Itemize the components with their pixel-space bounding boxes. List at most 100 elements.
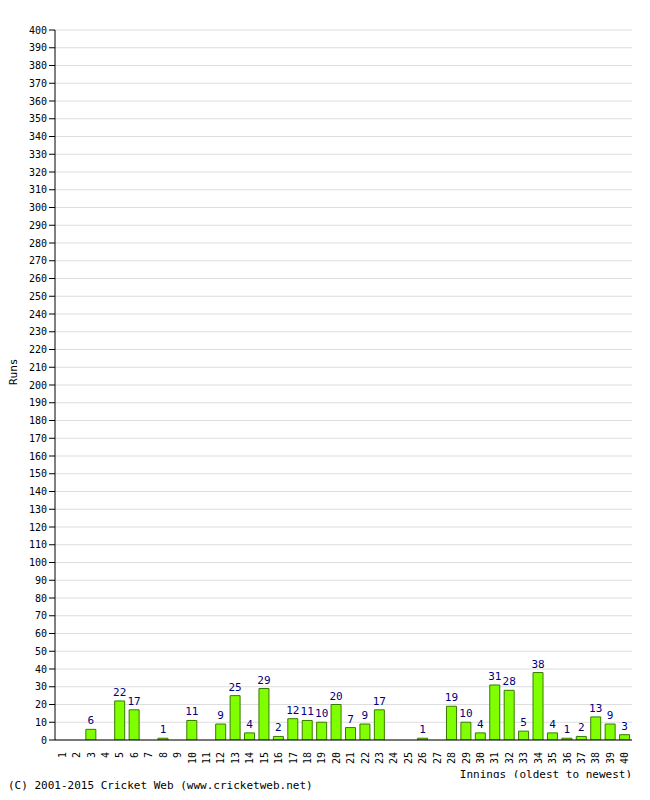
svg-text:11: 11 <box>185 705 198 718</box>
svg-text:17: 17 <box>373 695 386 708</box>
svg-text:6: 6 <box>129 752 140 758</box>
svg-text:9: 9 <box>607 709 614 722</box>
svg-text:150: 150 <box>29 468 47 479</box>
svg-text:22: 22 <box>360 752 371 764</box>
svg-text:370: 370 <box>29 78 47 89</box>
svg-text:33: 33 <box>518 752 529 764</box>
svg-text:1: 1 <box>419 723 426 736</box>
svg-text:220: 220 <box>29 344 47 355</box>
svg-text:12: 12 <box>286 704 299 717</box>
svg-text:4: 4 <box>100 752 111 758</box>
svg-text:240: 240 <box>29 309 47 320</box>
svg-text:15: 15 <box>259 752 270 764</box>
svg-text:2: 2 <box>71 752 82 758</box>
svg-text:13: 13 <box>230 752 241 764</box>
svg-text:40: 40 <box>35 664 47 675</box>
svg-text:11: 11 <box>301 705 314 718</box>
svg-text:90: 90 <box>35 575 47 586</box>
svg-text:1: 1 <box>564 723 571 736</box>
svg-text:9: 9 <box>172 752 183 758</box>
svg-text:190: 190 <box>29 397 47 408</box>
svg-text:310: 310 <box>29 184 47 195</box>
svg-text:Runs: Runs <box>8 359 20 386</box>
svg-text:20: 20 <box>331 752 342 764</box>
svg-text:9: 9 <box>362 709 369 722</box>
svg-text:4: 4 <box>246 718 253 731</box>
svg-text:350: 350 <box>29 113 47 124</box>
svg-text:20: 20 <box>329 690 342 703</box>
svg-text:4: 4 <box>549 718 556 731</box>
svg-text:8: 8 <box>158 752 169 758</box>
svg-text:12: 12 <box>215 752 226 764</box>
svg-text:10: 10 <box>459 707 472 720</box>
svg-text:270: 270 <box>29 255 47 266</box>
svg-text:36: 36 <box>562 752 573 764</box>
svg-text:390: 390 <box>29 42 47 53</box>
svg-text:250: 250 <box>29 291 47 302</box>
svg-text:320: 320 <box>29 167 47 178</box>
svg-text:380: 380 <box>29 60 47 71</box>
svg-text:38: 38 <box>531 658 544 671</box>
svg-text:280: 280 <box>29 238 47 249</box>
svg-text:330: 330 <box>29 149 47 160</box>
svg-text:160: 160 <box>29 451 47 462</box>
svg-text:200: 200 <box>29 380 47 391</box>
svg-text:29: 29 <box>461 752 472 764</box>
svg-text:5: 5 <box>520 716 527 729</box>
svg-text:4: 4 <box>477 718 484 731</box>
svg-text:28: 28 <box>446 752 457 764</box>
svg-text:35: 35 <box>547 752 558 764</box>
svg-text:260: 260 <box>29 273 47 284</box>
svg-text:290: 290 <box>29 220 47 231</box>
svg-text:21: 21 <box>345 752 356 764</box>
svg-text:0: 0 <box>41 735 47 746</box>
svg-text:19: 19 <box>316 752 327 764</box>
svg-text:2: 2 <box>578 721 585 734</box>
svg-text:29: 29 <box>257 674 270 687</box>
svg-text:37: 37 <box>576 752 587 764</box>
svg-text:11: 11 <box>201 752 212 764</box>
svg-text:70: 70 <box>35 610 47 621</box>
svg-text:340: 340 <box>29 131 47 142</box>
svg-text:10: 10 <box>187 752 198 764</box>
svg-text:3: 3 <box>86 752 97 758</box>
svg-text:25: 25 <box>228 681 241 694</box>
svg-text:2: 2 <box>275 721 282 734</box>
svg-text:32: 32 <box>504 752 515 764</box>
svg-text:50: 50 <box>35 646 47 657</box>
svg-text:300: 300 <box>29 202 47 213</box>
svg-text:24: 24 <box>388 752 399 764</box>
svg-text:400: 400 <box>29 25 47 36</box>
svg-text:39: 39 <box>605 752 616 764</box>
svg-text:28: 28 <box>503 675 516 688</box>
svg-text:130: 130 <box>29 504 47 515</box>
svg-text:140: 140 <box>29 486 47 497</box>
svg-text:1: 1 <box>57 752 68 758</box>
svg-text:110: 110 <box>29 539 47 550</box>
svg-text:7: 7 <box>347 713 354 726</box>
svg-text:10: 10 <box>35 717 47 728</box>
svg-text:26: 26 <box>417 752 428 764</box>
svg-text:17: 17 <box>288 752 299 764</box>
svg-text:13: 13 <box>589 702 602 715</box>
svg-text:30: 30 <box>35 681 47 692</box>
svg-text:30: 30 <box>475 752 486 764</box>
svg-text:7: 7 <box>143 752 154 758</box>
svg-text:27: 27 <box>432 752 443 764</box>
svg-text:34: 34 <box>533 752 544 764</box>
svg-text:60: 60 <box>35 628 47 639</box>
svg-text:31: 31 <box>489 752 500 764</box>
svg-text:80: 80 <box>35 593 47 604</box>
svg-text:120: 120 <box>29 522 47 533</box>
svg-text:14: 14 <box>244 752 255 764</box>
svg-text:18: 18 <box>302 752 313 764</box>
svg-text:38: 38 <box>590 752 601 764</box>
svg-text:10: 10 <box>315 707 328 720</box>
svg-text:23: 23 <box>374 752 385 764</box>
svg-text:22: 22 <box>113 686 126 699</box>
svg-text:16: 16 <box>273 752 284 764</box>
svg-text:170: 170 <box>29 433 47 444</box>
svg-text:3: 3 <box>621 720 628 733</box>
svg-text:6: 6 <box>88 714 95 727</box>
svg-text:1: 1 <box>160 723 167 736</box>
